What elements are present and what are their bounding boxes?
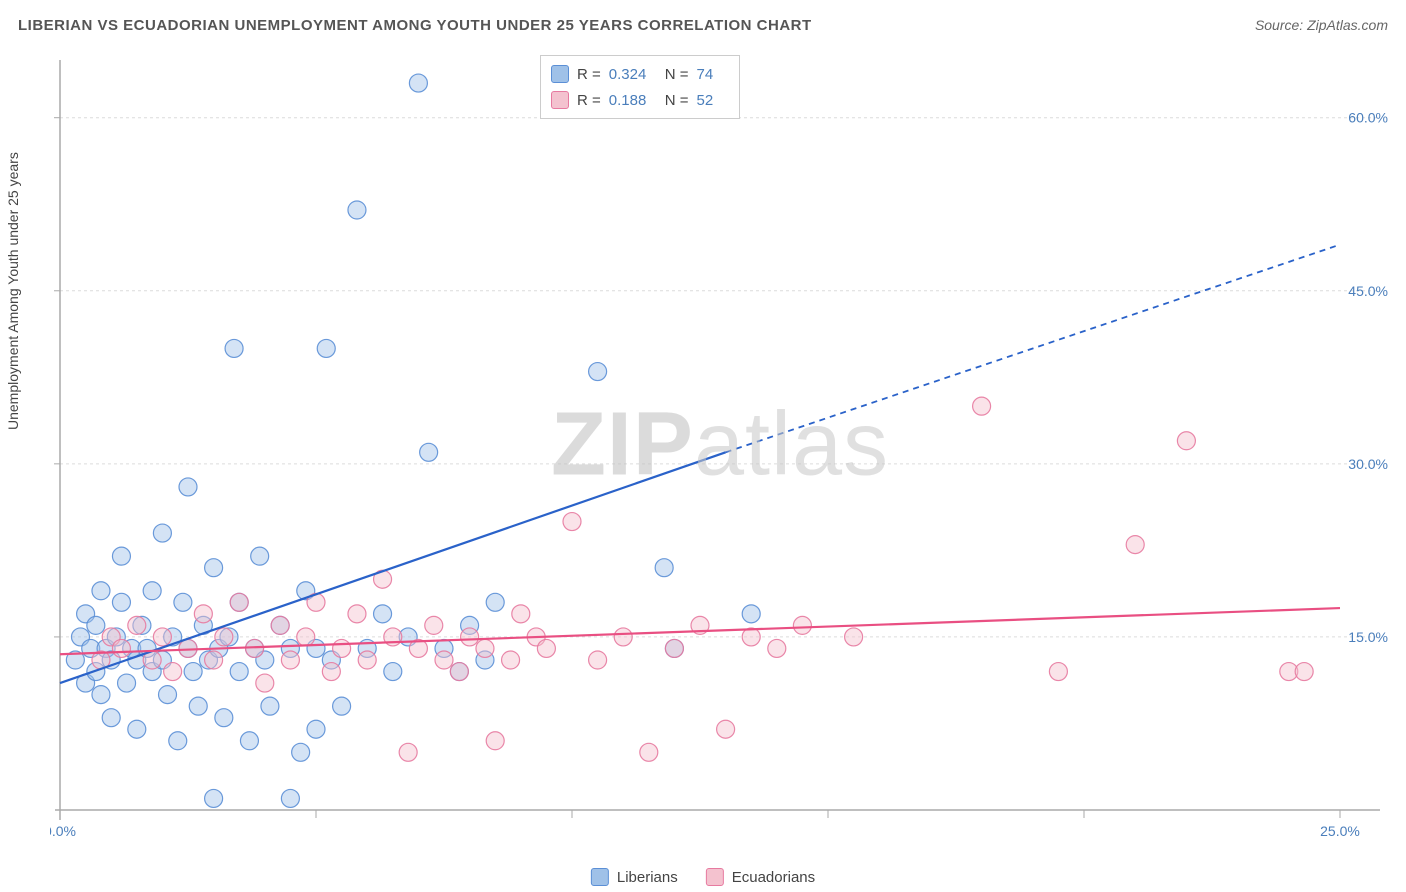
legend-label-liberians: Liberians — [617, 869, 678, 886]
svg-text:15.0%: 15.0% — [1348, 629, 1388, 645]
source-attribution: Source: ZipAtlas.com — [1255, 17, 1388, 33]
legend-item-ecuadorians: Ecuadorians — [706, 868, 815, 886]
y-axis-label: Unemployment Among Youth under 25 years — [5, 152, 21, 430]
swatch-ecuadorians — [706, 868, 724, 886]
n-label: N = — [665, 66, 689, 83]
legend-item-liberians: Liberians — [591, 868, 678, 886]
swatch-ecuadorians — [551, 91, 569, 109]
swatch-liberians — [591, 868, 609, 886]
stats-legend: R = 0.324 N = 74 R = 0.188 N = 52 — [540, 55, 740, 119]
chart-title: LIBERIAN VS ECUADORIAN UNEMPLOYMENT AMON… — [18, 17, 812, 34]
stats-row-ecuadorians: R = 0.188 N = 52 — [551, 87, 725, 113]
svg-text:30.0%: 30.0% — [1348, 456, 1388, 472]
svg-text:60.0%: 60.0% — [1348, 110, 1388, 126]
chart-area: 15.0%30.0%45.0%60.0%0.0%25.0% ZIPatlas — [50, 50, 1390, 840]
swatch-liberians — [551, 65, 569, 83]
svg-text:0.0%: 0.0% — [50, 823, 76, 839]
series-legend: Liberians Ecuadorians — [591, 868, 815, 886]
r-label: R = — [577, 92, 601, 109]
legend-label-ecuadorians: Ecuadorians — [732, 869, 815, 886]
r-value-ecuadorians: 0.188 — [609, 92, 657, 109]
n-value-ecuadorians: 52 — [697, 92, 725, 109]
svg-text:45.0%: 45.0% — [1348, 283, 1388, 299]
scatter-plot: 15.0% 30.0% 45.0% 60.0% 0.0% 25.0% — [50, 50, 1390, 840]
svg-text:25.0%: 25.0% — [1320, 823, 1360, 839]
n-value-liberians: 74 — [697, 66, 725, 83]
stats-row-liberians: R = 0.324 N = 74 — [551, 61, 725, 87]
r-value-liberians: 0.324 — [609, 66, 657, 83]
r-label: R = — [577, 66, 601, 83]
n-label: N = — [665, 92, 689, 109]
